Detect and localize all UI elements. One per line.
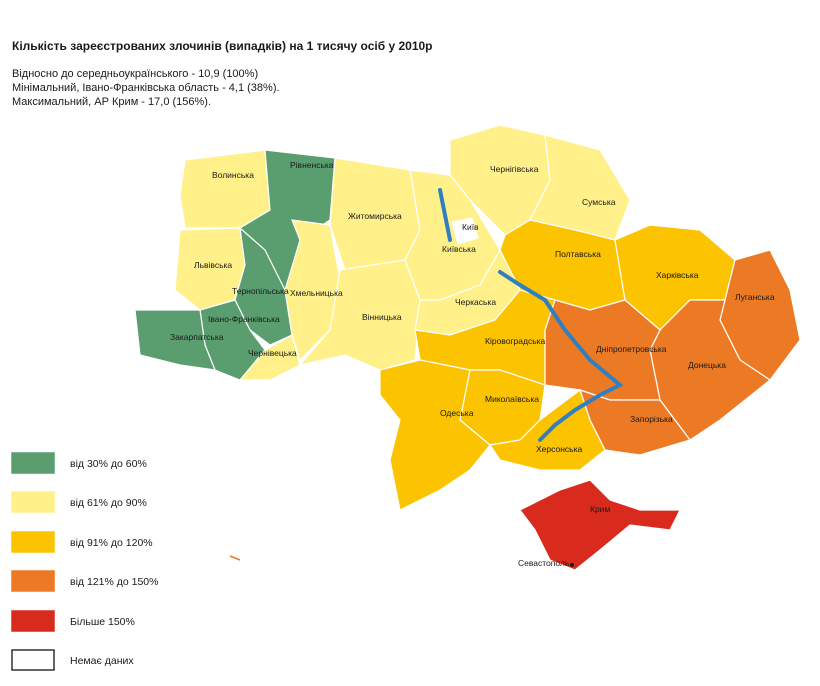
region xyxy=(134,309,216,371)
region xyxy=(238,334,301,381)
legend-label: від 121% до 150% xyxy=(70,576,158,588)
region-label: Волинська xyxy=(212,170,254,180)
legend-swatch xyxy=(11,649,55,671)
legend-swatch xyxy=(11,570,55,592)
region-label: Херсонська xyxy=(536,444,582,454)
region-label: Запорізька xyxy=(630,414,673,424)
region-label: Львівська xyxy=(194,260,232,270)
map-title: Кількість зареєстрованих злочинів (випад… xyxy=(12,39,433,53)
region-label: Київська xyxy=(442,244,476,254)
region-label: Харківська xyxy=(656,270,699,280)
region-label: Івано-Франківська xyxy=(208,314,280,324)
region-label: Донецька xyxy=(688,360,726,370)
region-label: Тернопільська xyxy=(232,286,289,296)
region-label: Закарпатська xyxy=(170,332,224,342)
subtitle-line: Відносно до середньоукраїнського - 10,9 … xyxy=(12,68,258,80)
region-label: Рівненська xyxy=(290,160,334,170)
legend-swatch xyxy=(11,491,55,513)
legend-label: від 30% до 60% xyxy=(70,458,147,470)
region-label: Дніпропетровська xyxy=(596,344,667,354)
legend-label: Більше 150% xyxy=(70,616,135,628)
region-label: Сумська xyxy=(582,197,616,207)
legend-swatch xyxy=(11,531,55,553)
region-label: Житомирська xyxy=(348,211,402,221)
region-label: Луганська xyxy=(735,292,775,302)
legend-label: Немає даних xyxy=(70,655,134,667)
region-label: Полтавська xyxy=(555,249,601,259)
legend: від 30% до 60% від 61% до 90% від 91% до 1… xyxy=(11,452,158,671)
region xyxy=(179,149,271,229)
mark xyxy=(229,555,241,561)
region-label: Хмельницька xyxy=(290,288,343,298)
region-label: Кіровоградська xyxy=(485,336,546,346)
region-labels: Волинська Рівненська Львівська Тернопільськ… xyxy=(170,160,775,568)
city-marker xyxy=(570,563,574,567)
region xyxy=(284,219,341,362)
city-label: Севастополь xyxy=(518,558,570,568)
region xyxy=(519,479,681,571)
region xyxy=(451,217,479,245)
region-label: Черкаська xyxy=(455,297,496,307)
region xyxy=(379,359,491,511)
water xyxy=(229,188,624,561)
regions xyxy=(134,124,801,571)
region xyxy=(234,226,293,346)
region-label: Крим xyxy=(590,504,610,514)
region-label: Одеська xyxy=(440,408,474,418)
subtitle-line: Максимальний, АР Крим - 17,0 (156%). xyxy=(12,96,211,108)
region-label: Миколаївська xyxy=(485,394,539,404)
legend-swatch xyxy=(11,452,55,474)
river xyxy=(438,188,624,442)
region-label: Чернівецька xyxy=(248,348,297,358)
region-label: Вінницька xyxy=(362,312,402,322)
region-label: Чернігівська xyxy=(490,164,539,174)
subtitle-line: Мінімальний, Івано-Франківська область -… xyxy=(12,82,280,94)
legend-label: від 91% до 120% xyxy=(70,537,153,549)
region-label: Київ xyxy=(462,222,479,232)
legend-swatch xyxy=(11,610,55,632)
legend-label: від 61% до 90% xyxy=(70,497,147,509)
